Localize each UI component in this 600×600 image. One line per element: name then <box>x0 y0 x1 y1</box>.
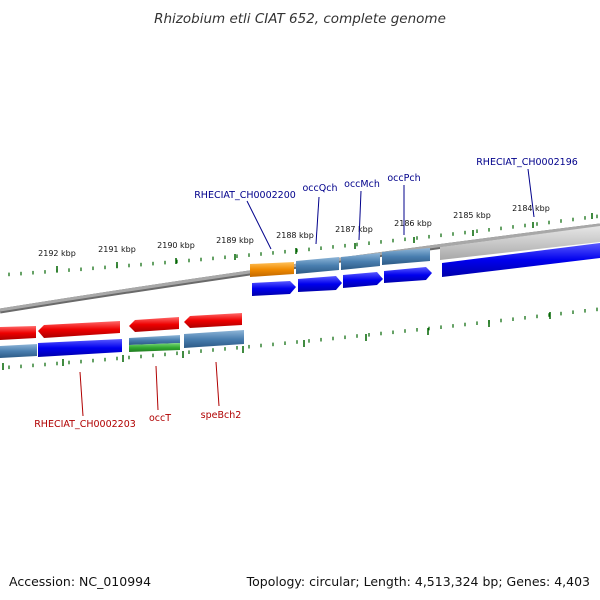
gene-label[interactable]: occPch <box>387 173 420 184</box>
gene-rheciat-ch0002196-highlight[interactable] <box>440 226 600 260</box>
leader-line <box>246 200 272 250</box>
gene-arrow-occt[interactable] <box>129 317 179 332</box>
gene-arrow-rheciat-ch0002203[interactable] <box>38 321 120 338</box>
gene-arrow-rheciat-ch0002196[interactable] <box>442 243 600 277</box>
gene-arrow-forward[interactable] <box>252 281 296 296</box>
cds-spebch2[interactable] <box>184 330 244 348</box>
leader-line <box>79 371 84 417</box>
tick-label: 2190 kbp <box>157 241 195 250</box>
tick-labels: 2192 kbp 2191 kbp 2190 kbp 2189 kbp 2188… <box>38 204 550 258</box>
cds-occmch[interactable] <box>341 253 380 270</box>
cds-occt-green[interactable] <box>129 343 180 352</box>
gene-arrow-reverse[interactable] <box>0 326 36 340</box>
gene-arrow-spebch2[interactable] <box>184 313 242 328</box>
tick-label: 2188 kbp <box>276 231 314 240</box>
leader-line <box>358 190 362 241</box>
tick-label: 2185 kbp <box>453 211 491 220</box>
cds-left[interactable] <box>0 344 37 358</box>
leader-line <box>527 168 535 218</box>
tick-label: 2191 kbp <box>98 245 136 254</box>
gene-arrow-occmch[interactable] <box>343 272 383 288</box>
cds-occqch[interactable] <box>296 257 339 274</box>
gene-label[interactable]: occQch <box>303 183 338 194</box>
gene-arrow-occqch[interactable] <box>298 276 342 292</box>
leader-line <box>315 196 320 245</box>
tick-label: 2192 kbp <box>38 249 76 258</box>
gene-label-leaders <box>79 168 535 417</box>
gene-labels: RHECIAT_CH0002200 occQch occMch occPch R… <box>34 157 578 430</box>
tick-label: 2187 kbp <box>335 225 373 234</box>
leader-line <box>215 361 220 407</box>
gene-label[interactable]: speBch2 <box>201 410 242 421</box>
tick-label: 2189 kbp <box>216 236 254 245</box>
leader-line <box>155 365 159 411</box>
cds-occt[interactable] <box>129 335 180 345</box>
gene-label[interactable]: RHECIAT_CH0002203 <box>34 419 136 430</box>
gene-label[interactable]: occT <box>149 413 171 424</box>
gene-label[interactable]: RHECIAT_CH0002200 <box>194 190 296 201</box>
map-title: Rhizobium etli CIAT 652, complete genome <box>154 11 446 27</box>
tick-label: 2184 kbp <box>512 204 550 213</box>
tick-label: 2186 kbp <box>394 219 432 228</box>
gene-features <box>0 226 600 358</box>
gene-label[interactable]: occMch <box>344 179 380 190</box>
accession-text: Accession: NC_010994 <box>9 574 151 589</box>
gene-label[interactable]: RHECIAT_CH0002196 <box>476 157 578 168</box>
summary-text: Topology: circular; Length: 4,513,324 bp… <box>246 574 590 589</box>
cds-orange[interactable] <box>250 262 294 277</box>
bottom-minor-ticks <box>8 307 598 370</box>
tick-marks <box>2 213 598 370</box>
cds-rheciat-ch0002203[interactable] <box>38 339 122 357</box>
gene-arrow-occpch[interactable] <box>384 267 432 283</box>
cds-occpch[interactable] <box>382 248 430 265</box>
